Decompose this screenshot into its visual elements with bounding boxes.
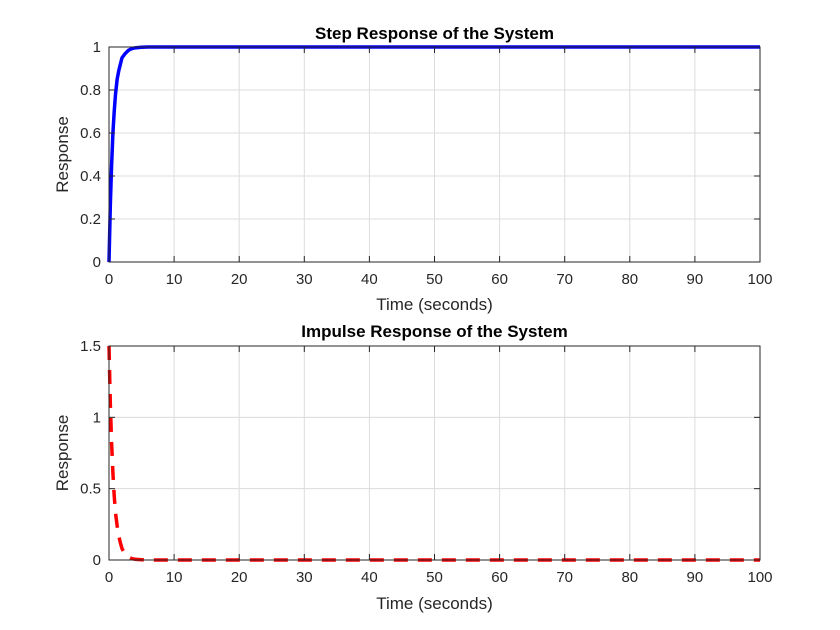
step-response-plot: 0 10 20 30 40 50 60 70 80 90 100 0 0.2 0.4 0.6 0.8 1 Ste… xyxy=(53,24,773,314)
step-xtick-label: 10 xyxy=(166,271,183,288)
step-xtick-label: 0 xyxy=(105,271,113,288)
step-xtick-label: 40 xyxy=(361,271,378,288)
impulse-xlabel: Time (seconds) xyxy=(376,594,493,613)
step-ylabel: Response xyxy=(53,116,72,193)
impulse-ytick-label: 0.5 xyxy=(80,481,101,498)
impulse-ticks: 0 10 20 30 40 50 60 70 80 90 100 0 0.5 1 1.5 xyxy=(80,338,772,586)
impulse-response-plot: 0 10 20 30 40 50 60 70 80 90 100 0 0.5 1 1.5 Impulse R… xyxy=(53,322,773,613)
impulse-axis-border xyxy=(108,345,761,561)
step-axis-border xyxy=(108,46,761,263)
step-xtick-label: 50 xyxy=(426,271,443,288)
impulse-xtick-label: 70 xyxy=(556,569,573,586)
impulse-xtick-label: 30 xyxy=(296,569,313,586)
impulse-xtick-label: 100 xyxy=(747,569,772,586)
impulse-xtick-label: 80 xyxy=(621,569,638,586)
step-xtick-label: 20 xyxy=(231,271,248,288)
step-ytick-label: 0.2 xyxy=(80,211,101,228)
step-ytick-label: 0 xyxy=(93,254,101,271)
impulse-title: Impulse Response of the System xyxy=(301,322,567,341)
step-title: Step Response of the System xyxy=(315,24,554,43)
impulse-xtick-label: 40 xyxy=(361,569,378,586)
step-xtick-label: 70 xyxy=(556,271,573,288)
impulse-xtick-label: 90 xyxy=(687,569,704,586)
step-ytick-label: 0.8 xyxy=(80,82,101,99)
step-xtick-label: 60 xyxy=(491,271,508,288)
impulse-xtick-label: 20 xyxy=(231,569,248,586)
step-xtick-label: 90 xyxy=(687,271,704,288)
impulse-xtick-label: 60 xyxy=(491,569,508,586)
impulse-ylabel: Response xyxy=(53,415,72,492)
step-xtick-label: 100 xyxy=(747,271,772,288)
step-xlabel: Time (seconds) xyxy=(376,295,493,314)
step-ticks: 0 10 20 30 40 50 60 70 80 90 100 0 0.2 0.4 0.6 0.8 1 xyxy=(80,39,772,288)
step-ytick-label: 1 xyxy=(93,39,101,56)
impulse-xtick-label: 50 xyxy=(426,569,443,586)
impulse-xtick-label: 0 xyxy=(105,569,113,586)
impulse-ytick-label: 1.5 xyxy=(80,338,101,355)
step-xtick-label: 80 xyxy=(621,271,638,288)
step-ytick-label: 0.4 xyxy=(80,168,101,185)
impulse-xtick-label: 10 xyxy=(166,569,183,586)
impulse-ytick-label: 0 xyxy=(93,552,101,569)
step-xtick-label: 30 xyxy=(296,271,313,288)
impulse-ytick-label: 1 xyxy=(93,409,101,426)
step-ytick-label: 0.6 xyxy=(80,125,101,142)
